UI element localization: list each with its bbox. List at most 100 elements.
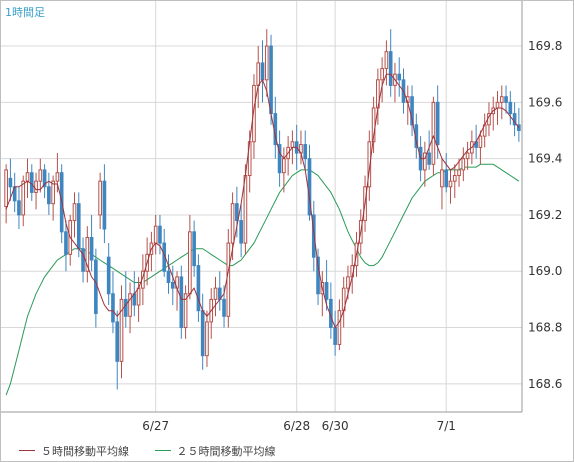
candle xyxy=(166,254,171,294)
candle xyxy=(29,164,34,201)
candle-body-up xyxy=(34,180,38,193)
candle-body-up xyxy=(252,84,256,143)
candle-body-up xyxy=(119,298,124,362)
legend-ma5-label: ５時間移動平均線 xyxy=(41,444,129,458)
candle-body-down xyxy=(311,214,316,258)
candle xyxy=(38,158,43,193)
candle xyxy=(324,259,329,311)
candle-body-up xyxy=(183,293,188,329)
candle-body-up xyxy=(337,310,342,345)
candle-body-up xyxy=(499,96,504,103)
candle-body-down xyxy=(427,152,431,165)
legend-ma25-label: ２５時間移動平均線 xyxy=(176,444,276,458)
candle xyxy=(192,220,196,277)
candle-body-up xyxy=(452,175,457,182)
y-tick-label: 169.6 xyxy=(528,95,562,109)
candle-body-down xyxy=(115,321,120,362)
candle-body-up xyxy=(495,101,500,109)
candle-body-down xyxy=(158,225,162,244)
candle xyxy=(410,85,414,137)
candle-body-down xyxy=(8,177,13,188)
candle xyxy=(440,158,444,210)
candle-body-up xyxy=(243,175,248,244)
candle xyxy=(380,57,384,103)
candle xyxy=(341,276,346,328)
candle xyxy=(260,40,265,103)
candle-body-up xyxy=(213,287,218,300)
candle xyxy=(512,102,517,137)
candle-body-down xyxy=(388,51,393,86)
candle-body-down xyxy=(102,180,107,230)
candle-body-down xyxy=(196,265,201,312)
candle xyxy=(51,175,55,221)
ma5-layer xyxy=(5,73,520,329)
candle xyxy=(170,265,175,306)
candle-body-down xyxy=(260,62,265,81)
candle xyxy=(273,96,278,159)
candle-body-up xyxy=(85,236,90,272)
candle-body-down xyxy=(316,256,320,295)
candle xyxy=(299,130,303,165)
x-tick-label: 6/27 xyxy=(142,419,169,433)
candle xyxy=(508,91,513,125)
candle-body-up xyxy=(423,152,427,171)
candle xyxy=(457,158,461,187)
candle-body-down xyxy=(324,282,329,300)
candle-body-up xyxy=(153,225,158,244)
candle xyxy=(183,285,188,339)
candle-body-up xyxy=(264,45,269,81)
candle-body-down xyxy=(444,169,449,188)
candle xyxy=(264,29,269,97)
candle xyxy=(286,136,290,176)
candle xyxy=(329,282,333,339)
candle-body-up xyxy=(346,276,350,289)
candle-body-up xyxy=(136,287,141,306)
ma5-line xyxy=(5,73,520,329)
legend-ma25-swatch xyxy=(154,450,171,451)
candle-body-up xyxy=(256,62,261,86)
candle xyxy=(333,310,337,356)
legend-ma25: ２５時間移動平均線 xyxy=(154,443,276,459)
candle-body-up xyxy=(367,141,372,188)
candle-body-up xyxy=(384,51,389,70)
candle-body-down xyxy=(277,144,282,174)
candle xyxy=(196,254,201,322)
candle-body-down xyxy=(303,144,308,160)
candle-body-down xyxy=(47,186,51,205)
candle-body-down xyxy=(397,73,402,81)
candle xyxy=(64,220,68,272)
candle-body-up xyxy=(51,180,55,205)
candle xyxy=(115,310,120,390)
candle-body-up xyxy=(72,203,77,222)
candle-body-down xyxy=(76,203,81,250)
candle xyxy=(106,243,111,306)
candle-body-down xyxy=(179,276,184,329)
candle xyxy=(111,271,115,334)
candle-body-up xyxy=(230,203,235,244)
candle xyxy=(136,276,141,322)
candle xyxy=(311,200,316,272)
candle xyxy=(213,276,218,317)
candle-layer xyxy=(4,29,521,390)
candle-body-up xyxy=(98,180,102,216)
candle-body-up xyxy=(465,152,470,160)
candle-body-up xyxy=(38,169,43,182)
candle-body-down xyxy=(239,220,243,244)
candle-body-down xyxy=(123,298,128,317)
candle-body-down xyxy=(29,172,34,193)
candle-body-up xyxy=(21,180,26,216)
y-tick-label: 169.4 xyxy=(528,152,562,166)
candle xyxy=(397,57,402,97)
candle-body-up xyxy=(188,231,192,295)
candle xyxy=(517,107,521,142)
candle xyxy=(4,164,8,224)
candle-body-down xyxy=(222,298,226,317)
candle-body-down xyxy=(106,256,111,295)
legend-ma5-swatch xyxy=(19,450,35,451)
candle xyxy=(452,164,457,199)
candle xyxy=(200,293,205,370)
candle xyxy=(504,85,508,114)
candle xyxy=(217,271,222,311)
candle xyxy=(25,158,30,199)
